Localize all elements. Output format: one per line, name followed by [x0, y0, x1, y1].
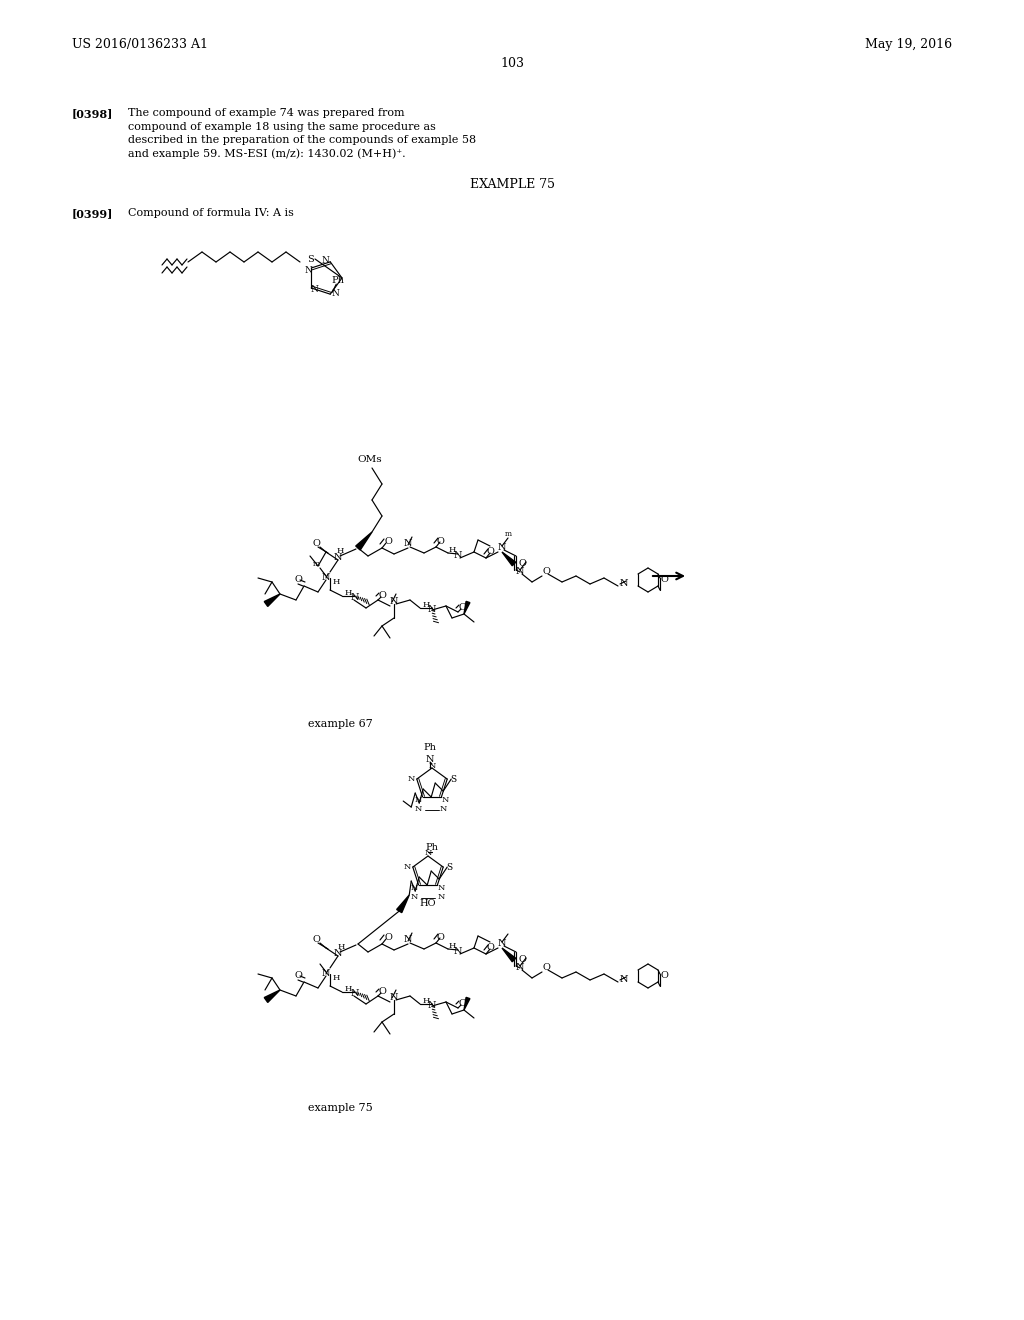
Text: EXAMPLE 75: EXAMPLE 75 — [469, 178, 555, 191]
Text: H: H — [338, 942, 345, 950]
Text: O: O — [378, 591, 386, 601]
Polygon shape — [396, 895, 410, 912]
Text: O: O — [384, 933, 392, 942]
Text: compound of example 18 using the same procedure as: compound of example 18 using the same pr… — [128, 121, 436, 132]
Text: N: N — [322, 969, 331, 978]
Text: US 2016/0136233 A1: US 2016/0136233 A1 — [72, 38, 208, 51]
Text: O: O — [458, 999, 466, 1008]
Text: O: O — [458, 603, 466, 612]
Text: Ph: Ph — [426, 843, 438, 853]
Text: O: O — [436, 536, 444, 545]
Text: N: N — [437, 884, 445, 892]
Text: O: O — [518, 954, 526, 964]
Text: N: N — [439, 805, 447, 813]
Text: N: N — [334, 553, 342, 561]
Text: example 75: example 75 — [307, 1104, 373, 1113]
Text: N: N — [411, 892, 418, 902]
Text: N: N — [310, 285, 318, 294]
Text: O: O — [486, 548, 494, 557]
Text: The compound of example 74 was prepared from: The compound of example 74 was prepared … — [128, 108, 404, 117]
Text: N: N — [403, 539, 413, 548]
Polygon shape — [264, 990, 280, 1002]
Text: m: m — [505, 531, 512, 539]
Text: H: H — [422, 997, 430, 1005]
Text: O: O — [312, 539, 319, 548]
Text: N: N — [351, 990, 359, 998]
Polygon shape — [355, 532, 372, 550]
Text: N: N — [516, 568, 524, 577]
Text: H: H — [337, 546, 344, 554]
Text: N: N — [620, 578, 629, 587]
Text: example 67: example 67 — [307, 719, 373, 729]
Text: Ph: Ph — [424, 743, 436, 752]
Text: N: N — [428, 762, 435, 770]
Text: N: N — [454, 552, 462, 561]
Text: May 19, 2016: May 19, 2016 — [865, 38, 952, 51]
Text: N: N — [411, 884, 418, 892]
Text: O: O — [312, 935, 319, 944]
Text: S: S — [446, 862, 453, 871]
Text: N: N — [390, 994, 398, 1002]
Polygon shape — [464, 998, 470, 1010]
Polygon shape — [464, 602, 470, 614]
Text: Ph: Ph — [332, 276, 345, 285]
Text: H: H — [449, 546, 456, 554]
Text: H: H — [422, 601, 430, 609]
Polygon shape — [264, 594, 280, 606]
Text: and example 59. MS-ESI (m/z): 1430.02 (M+H)⁺.: and example 59. MS-ESI (m/z): 1430.02 (M… — [128, 149, 406, 160]
Text: N: N — [437, 892, 445, 902]
Polygon shape — [502, 948, 516, 962]
Text: N: N — [426, 755, 434, 764]
Text: N: N — [415, 796, 422, 804]
Text: S: S — [306, 255, 313, 264]
Text: O: O — [486, 944, 494, 953]
Text: 103: 103 — [500, 57, 524, 70]
Text: O: O — [660, 576, 668, 585]
Text: H: H — [449, 942, 456, 950]
Text: N: N — [334, 949, 342, 957]
Text: [0399]: [0399] — [72, 209, 114, 219]
Text: N: N — [403, 863, 411, 871]
Text: O: O — [518, 558, 526, 568]
Text: N: N — [428, 606, 436, 615]
Text: HO: HO — [419, 899, 435, 908]
Text: Compound of formula IV: A is: Compound of formula IV: A is — [128, 209, 294, 218]
Text: OMs: OMs — [357, 455, 382, 465]
Text: N: N — [428, 1002, 436, 1011]
Text: O: O — [542, 568, 550, 577]
Text: N: N — [322, 256, 329, 265]
Text: O: O — [378, 987, 386, 997]
Text: N: N — [415, 805, 422, 813]
Text: O: O — [436, 932, 444, 941]
Text: O: O — [542, 964, 550, 973]
Text: N: N — [408, 775, 415, 783]
Text: N: N — [351, 594, 359, 602]
Text: N: N — [322, 573, 331, 582]
Text: N: N — [332, 289, 339, 298]
Text: H: H — [333, 974, 340, 982]
Text: N: N — [454, 948, 462, 957]
Text: O: O — [384, 537, 392, 546]
Text: described in the preparation of the compounds of example 58: described in the preparation of the comp… — [128, 135, 476, 145]
Text: m: m — [312, 560, 319, 568]
Text: H: H — [344, 589, 351, 597]
Text: N: N — [424, 849, 432, 857]
Text: H: H — [333, 578, 340, 586]
Text: N: N — [498, 544, 506, 553]
Text: [0398]: [0398] — [72, 108, 114, 119]
Text: N: N — [304, 265, 312, 275]
Text: N: N — [620, 974, 629, 983]
Text: H: H — [344, 985, 351, 993]
Text: S: S — [451, 775, 457, 784]
Text: N: N — [516, 964, 524, 973]
Text: N: N — [441, 796, 450, 804]
Text: O: O — [660, 972, 668, 981]
Text: O: O — [294, 576, 302, 585]
Polygon shape — [502, 552, 516, 566]
Text: N: N — [498, 940, 506, 949]
Text: N: N — [403, 935, 413, 944]
Text: O: O — [294, 972, 302, 981]
Text: N: N — [390, 598, 398, 606]
